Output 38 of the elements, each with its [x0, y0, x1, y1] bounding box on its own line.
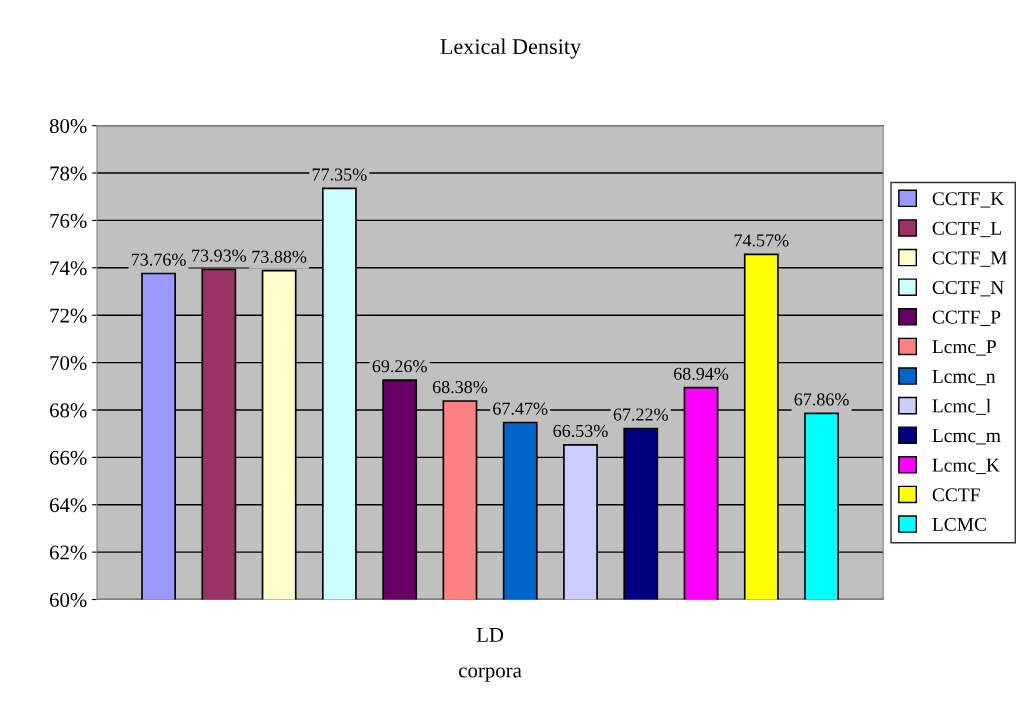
- data-label: 67.86%: [794, 393, 849, 406]
- legend-label: CCTF_N: [932, 281, 1004, 297]
- data-label: 69.26%: [372, 360, 427, 373]
- y-tick-label: 70%: [50, 355, 87, 371]
- legend-label: CCTF_M: [932, 251, 1007, 267]
- x-tick-label: LD: [476, 628, 504, 642]
- data-label: 67.47%: [493, 402, 548, 415]
- y-tick-label: 64%: [49, 498, 87, 513]
- y-tick-label: 72%: [50, 308, 87, 323]
- data-label: 66.53%: [553, 424, 608, 438]
- y-tick-label: 76%: [50, 213, 87, 228]
- legend-label: LCMC: [932, 517, 986, 531]
- y-tick-label: 62%: [49, 545, 87, 560]
- chart-title: Lexical Density: [440, 38, 582, 59]
- legend-label: CCTF_L: [932, 221, 1001, 238]
- legend-label: CCTF_K: [932, 192, 1005, 208]
- data-label: 68.38%: [432, 380, 488, 394]
- data-label: 77.35%: [312, 168, 367, 181]
- y-tick-label: 74%: [50, 261, 87, 276]
- legend-label: CCTF_P: [932, 310, 1001, 326]
- y-tick-label: 78%: [50, 166, 87, 181]
- legend-label: Lcmc_K: [932, 458, 1000, 475]
- x-axis-title: corpora: [459, 667, 522, 682]
- legend-label: Lcmc_n: [932, 369, 996, 386]
- data-label: 73.76%: [131, 253, 186, 266]
- legend-label: CCTF: [932, 488, 980, 502]
- y-tick-label: 60%: [49, 592, 87, 608]
- data-label: 67.22%: [613, 408, 668, 421]
- legend-label: Lcmc_P: [932, 340, 996, 356]
- y-tick-label: 66%: [49, 450, 87, 465]
- y-tick-label: 68%: [49, 403, 87, 418]
- data-label: 68.94%: [673, 367, 729, 380]
- data-label: 74.57%: [734, 234, 789, 247]
- legend-label: Lcmc_m: [932, 429, 1001, 445]
- legend-label: Lcmc_l: [932, 398, 991, 415]
- data-label: 73.88%: [252, 250, 307, 263]
- y-tick-label: 80%: [49, 119, 87, 134]
- data-label: 73.93%: [192, 249, 247, 262]
